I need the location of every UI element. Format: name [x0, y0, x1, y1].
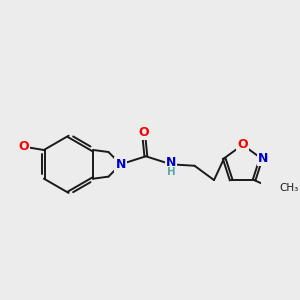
- Text: O: O: [138, 126, 149, 139]
- Text: H: H: [167, 167, 176, 177]
- Text: N: N: [258, 152, 268, 165]
- Text: CH₃: CH₃: [280, 183, 299, 193]
- Text: N: N: [166, 156, 176, 169]
- Text: O: O: [237, 138, 248, 151]
- Text: O: O: [18, 140, 28, 153]
- Text: N: N: [116, 158, 126, 171]
